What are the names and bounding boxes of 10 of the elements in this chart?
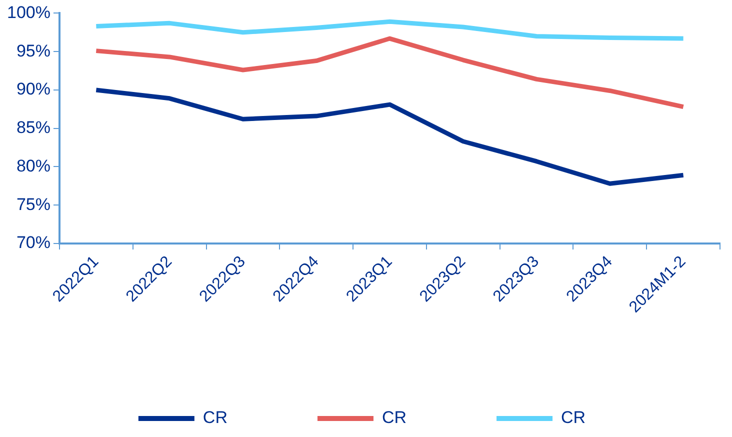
- legend-label: CR: [202, 408, 228, 428]
- y-tick-label: 85%: [16, 118, 50, 138]
- y-tick-label: 70%: [16, 233, 50, 252]
- legend-label: CR: [561, 408, 586, 428]
- y-tick-label: 75%: [16, 194, 50, 214]
- y-tick-label: 80%: [16, 156, 50, 176]
- y-tick-label: 90%: [16, 80, 50, 99]
- y-tick-label: 100%: [6, 2, 50, 22]
- legend-label: CR: [382, 408, 407, 428]
- y-tick-label: 95%: [16, 41, 50, 60]
